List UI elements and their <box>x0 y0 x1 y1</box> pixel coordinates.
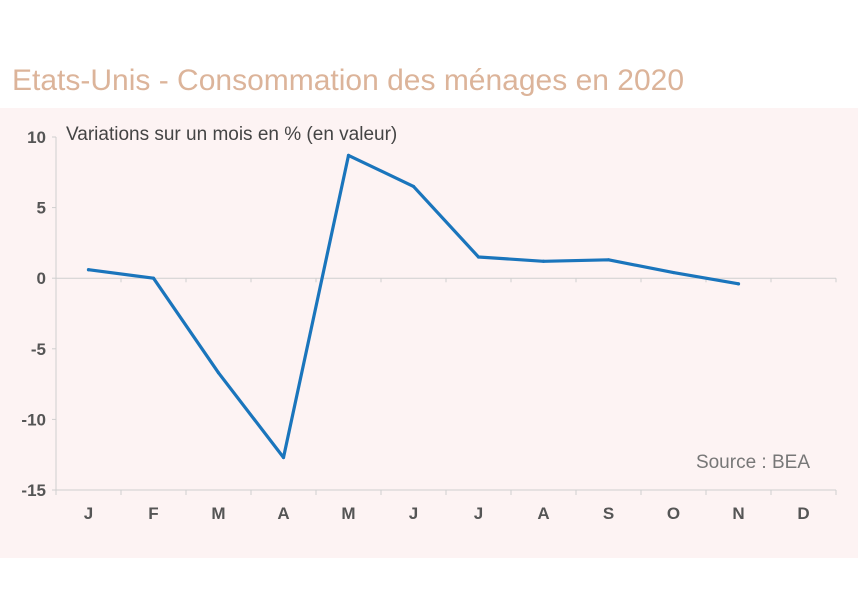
data-point <box>671 270 676 275</box>
x-tick-label: A <box>537 504 549 523</box>
source-note: Source : BEA <box>696 452 810 473</box>
x-tick-label: A <box>277 504 289 523</box>
data-point <box>86 268 91 272</box>
series-line <box>86 153 741 460</box>
data-point <box>541 259 546 263</box>
y-tick-label: 10 <box>27 128 46 147</box>
data-point <box>606 258 611 262</box>
y-tick-label: -5 <box>31 340 46 359</box>
x-tick-label: M <box>211 504 225 523</box>
data-point <box>346 153 351 157</box>
chart-panel <box>0 108 858 558</box>
x-tick-label: J <box>84 504 93 523</box>
y-tick-label: 5 <box>37 199 46 218</box>
data-point <box>216 371 221 375</box>
chart-subtitle: Variations sur un mois en % (en valeur) <box>66 124 397 145</box>
data-point <box>736 282 741 286</box>
y-tick-label: 0 <box>37 269 46 288</box>
data-point <box>411 184 416 189</box>
data-point <box>476 255 481 259</box>
x-tick-label: J <box>409 504 418 523</box>
x-tick-label: J <box>474 504 483 523</box>
x-tick-label: N <box>732 504 744 523</box>
data-point <box>281 455 286 460</box>
y-tick-label: -15 <box>21 481 46 500</box>
data-point <box>151 276 156 280</box>
x-tick-label: M <box>341 504 355 523</box>
y-tick-label: -10 <box>21 410 46 429</box>
page-title: Etats-Unis - Consommation des ménages en… <box>12 64 685 97</box>
x-tick-label: D <box>797 504 809 523</box>
x-tick-label: S <box>603 504 614 523</box>
x-tick-label: F <box>148 504 158 523</box>
x-tick-label: O <box>667 504 680 523</box>
